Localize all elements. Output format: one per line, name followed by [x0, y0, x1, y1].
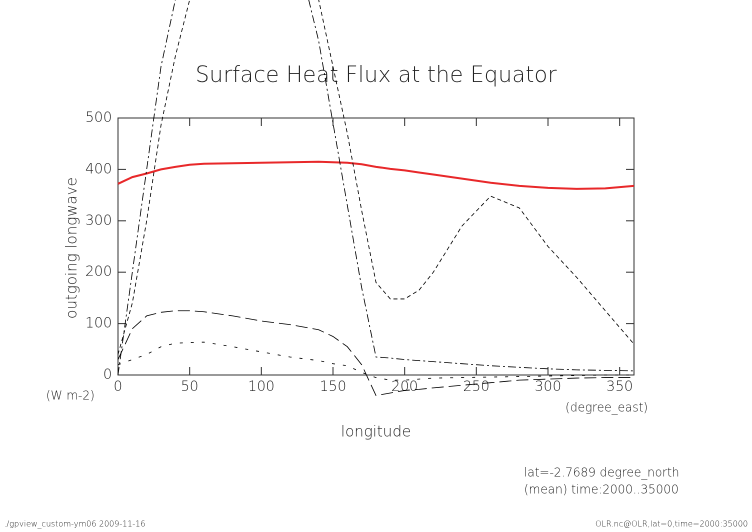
y-tick-label: 100 [85, 316, 112, 332]
y-axis-label: outgoing longwave [63, 177, 81, 319]
y-tick-label: 200 [85, 264, 112, 280]
annotation: (mean) time:2000..35000 [524, 483, 679, 497]
x-axis-label: longitude [341, 423, 411, 441]
annotation: lat=-2.7689 degree_north [524, 466, 679, 480]
y-tick-label: 500 [85, 110, 112, 126]
x-tick-label: 250 [463, 379, 490, 395]
chart-title: Surface Heat Flux at the Equator [195, 63, 557, 88]
x-tick-label: 350 [606, 379, 633, 395]
data-line [117, 0, 635, 355]
y-tick-label: 400 [85, 161, 112, 177]
footer: ./gpview_custom-ym06 2009-11-16 [4, 520, 146, 529]
data-line [117, 160, 635, 190]
x-tick-label: 200 [391, 379, 418, 395]
plot-frame [117, 117, 635, 376]
x-tick-label: 150 [320, 379, 347, 395]
x-tick-label: 0 [114, 379, 123, 395]
y-units: (W m-2) [46, 389, 95, 403]
data-line [117, 310, 634, 397]
x-tick-label: 50 [181, 379, 199, 395]
x-units: (degree_east) [565, 401, 648, 415]
x-tick-label: 100 [248, 379, 275, 395]
footer: OLR.nc@OLR,lat=0,time=2000:35000 [595, 520, 748, 529]
data-line [117, 0, 635, 376]
y-tick-label: 0 [103, 367, 112, 383]
x-tick-label: 300 [535, 379, 562, 395]
y-tick-label: 300 [85, 213, 112, 229]
data-line [117, 341, 634, 381]
